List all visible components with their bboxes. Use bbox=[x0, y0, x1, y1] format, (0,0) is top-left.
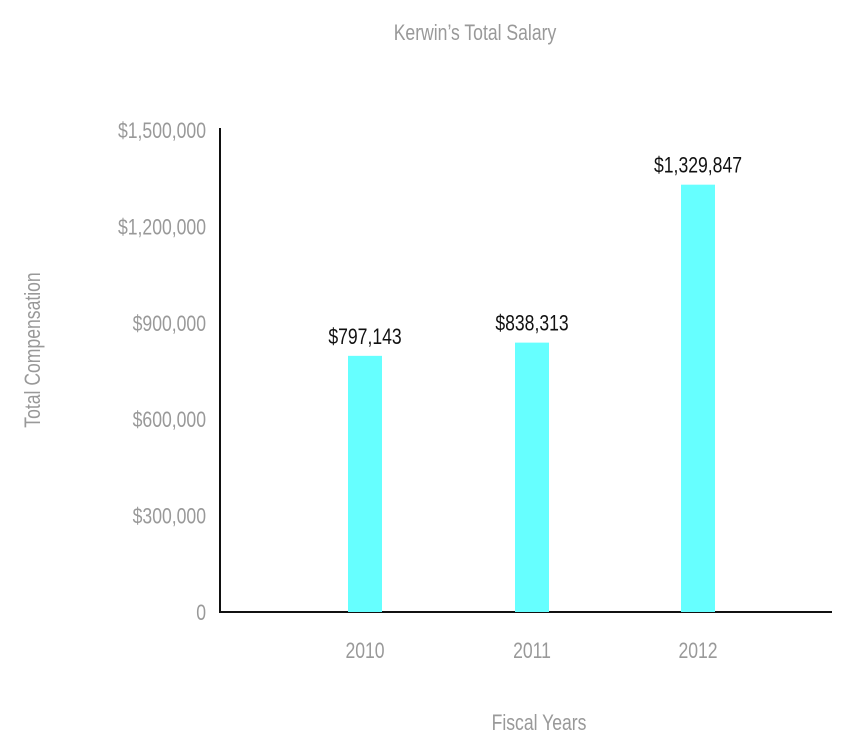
bar-2010 bbox=[348, 355, 382, 612]
y-tick-label: $300,000 bbox=[133, 505, 206, 529]
y-axis-label: Total Compensation bbox=[21, 272, 45, 427]
chart-title: Kerwin’s Total Salary bbox=[394, 21, 557, 45]
y-tick-label: $600,000 bbox=[133, 408, 206, 432]
bar-2011 bbox=[515, 342, 549, 612]
x-tick-label: 2011 bbox=[513, 639, 551, 663]
data-label: $838,313 bbox=[495, 312, 568, 336]
x-tick-label: 2010 bbox=[345, 639, 384, 663]
data-label: $797,143 bbox=[328, 325, 401, 349]
y-tick-label: 0 bbox=[196, 601, 206, 625]
y-tick-label: $1,200,000 bbox=[118, 216, 206, 240]
data-label: $1,329,847 bbox=[654, 154, 742, 178]
x-tick-label: 2012 bbox=[678, 639, 717, 663]
bar-2012 bbox=[681, 184, 715, 612]
y-tick-label: $900,000 bbox=[133, 312, 206, 336]
y-tick-label: $1,500,000 bbox=[118, 119, 206, 143]
x-axis-label: Fiscal Years bbox=[492, 711, 587, 735]
